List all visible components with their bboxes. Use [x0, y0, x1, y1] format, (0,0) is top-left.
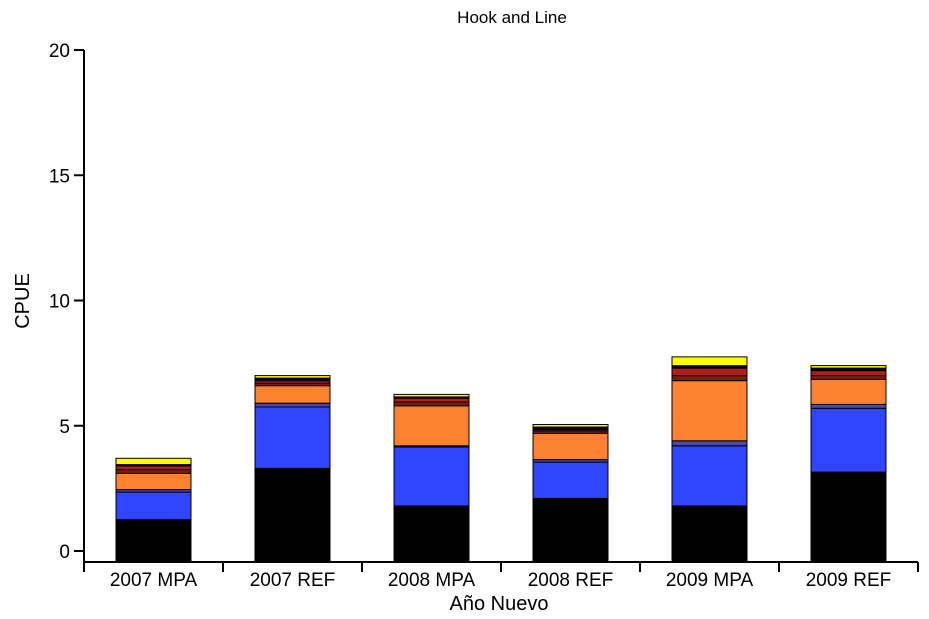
- y-tick-label: 20: [49, 41, 70, 62]
- bar-segment: [532, 497, 609, 563]
- y-axis-label: CPUE: [12, 273, 34, 329]
- bar-segment: [254, 385, 331, 404]
- bar-segment: [254, 467, 331, 563]
- x-tick-label: 2007 MPA: [110, 570, 198, 591]
- bar-stack: [393, 393, 470, 563]
- bar-segment: [115, 469, 192, 474]
- bar-segment: [532, 424, 609, 428]
- bar-segment: [810, 404, 887, 409]
- bar-segment: [254, 406, 331, 469]
- y-ticks: 0 5 10 15 20: [49, 41, 84, 563]
- x-tick-label: 2009 MPA: [666, 570, 754, 591]
- bar-segment: [671, 505, 748, 563]
- bar-segment: [810, 407, 887, 473]
- bar-segment: [115, 519, 192, 563]
- bar-segment: [671, 440, 748, 447]
- bar-segment: [810, 365, 887, 369]
- y-tick-label: 5: [59, 417, 70, 438]
- y-tick-label: 10: [49, 292, 70, 313]
- bar-segment: [115, 472, 192, 491]
- bar-segment: [671, 356, 748, 367]
- bar-segment: [532, 432, 609, 461]
- x-tick-label: 2009 REF: [806, 570, 892, 591]
- chart-title: Hook and Line: [457, 8, 567, 27]
- bar-segment: [393, 405, 470, 447]
- bar-stack: [810, 365, 887, 563]
- bar-segment: [393, 505, 470, 563]
- bar-segment: [810, 375, 887, 380]
- bar-segment: [671, 367, 748, 377]
- bar-stack: [671, 356, 748, 563]
- bar-segment: [671, 380, 748, 442]
- bar-stack: [532, 424, 609, 563]
- y-tick-label: 15: [49, 166, 70, 187]
- bar-segment: [393, 401, 470, 407]
- bar-segment: [393, 393, 470, 398]
- bar-segment: [254, 402, 331, 408]
- bars: [115, 356, 887, 563]
- x-tick-label: 2007 REF: [250, 570, 336, 591]
- y-tick-label: 0: [59, 542, 70, 563]
- x-axis-label: Año Nuevo: [450, 593, 549, 615]
- bar-segment: [115, 457, 192, 466]
- bar-stack: [115, 457, 192, 563]
- x-ticks: 2007 MPA 2007 REF 2008 MPA 2008 REF 2009 MPA…: [83, 562, 919, 591]
- bar-segment: [393, 446, 470, 507]
- bar-stack: [254, 375, 331, 563]
- bar-segment: [393, 397, 470, 403]
- bar-segment: [115, 491, 192, 521]
- bar-segment: [810, 370, 887, 377]
- bar-segment: [532, 461, 609, 499]
- bar-segment: [671, 445, 748, 507]
- bar-segment: [810, 471, 887, 563]
- x-tick-label: 2008 REF: [528, 570, 614, 591]
- bar-segment: [671, 375, 748, 382]
- x-tick-label: 2008 MPA: [388, 570, 476, 591]
- bar-segment: [254, 375, 331, 379]
- bar-segment: [810, 378, 887, 405]
